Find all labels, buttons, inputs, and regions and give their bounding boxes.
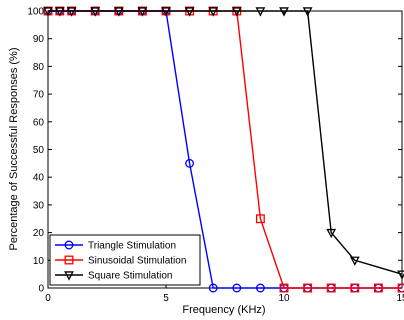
data-point xyxy=(43,7,53,17)
data-point xyxy=(161,7,171,17)
data-point xyxy=(326,228,337,239)
legend-label: Triangle Stimulation xyxy=(88,241,176,252)
x-axis-label: Frequency (KHz) xyxy=(182,304,265,316)
data-point xyxy=(255,7,266,17)
data-point xyxy=(397,283,404,293)
data-point xyxy=(231,7,242,17)
data-point xyxy=(279,283,289,293)
data-point xyxy=(279,7,289,17)
y-tick-label: 50 xyxy=(33,145,45,156)
data-point xyxy=(208,283,218,293)
series-line xyxy=(48,10,403,275)
x-tick-label: 0 xyxy=(45,293,51,304)
x-tick-label: 15 xyxy=(396,293,404,304)
data-point xyxy=(64,271,74,281)
data-point xyxy=(54,7,65,17)
data-point xyxy=(303,283,313,293)
data-point xyxy=(232,283,242,293)
data-point xyxy=(90,7,101,17)
y-tick-label: 70 xyxy=(33,90,45,101)
series-2 xyxy=(43,7,404,280)
data-point xyxy=(66,7,77,17)
x-tick-label: 5 xyxy=(163,293,169,304)
data-point xyxy=(302,7,313,17)
data-point xyxy=(373,283,383,293)
data-point xyxy=(64,240,74,250)
y-tick-label: 30 xyxy=(33,200,45,211)
y-tick-label: 80 xyxy=(33,62,45,73)
y-tick-label: 40 xyxy=(33,173,45,184)
y-tick-label: 90 xyxy=(33,34,45,45)
y-tick-label: 10 xyxy=(33,256,45,267)
data-point xyxy=(137,7,148,17)
axis-ticks: 0 5 10 15 0 10 20 30 40 50 60 70 80 90 100 xyxy=(27,7,404,305)
y-axis-label: Percentage of Successful Responses (%) xyxy=(8,48,20,251)
y-tick-label: 20 xyxy=(33,228,45,239)
y-tick-label: 100 xyxy=(27,7,44,18)
data-point xyxy=(208,7,219,17)
legend: Triangle Stimulation Sinusoidal Stimulati… xyxy=(49,234,201,286)
data-point xyxy=(326,283,336,293)
data-point xyxy=(64,255,74,265)
series-layer xyxy=(43,6,404,293)
data-point xyxy=(350,283,360,293)
y-tick-label: 0 xyxy=(38,284,44,295)
data-point xyxy=(255,283,265,293)
x-tick-label: 10 xyxy=(278,293,290,304)
data-point xyxy=(184,7,195,17)
y-tick-label: 60 xyxy=(33,117,45,128)
data-point xyxy=(349,256,360,266)
legend-label: Sinusoidal Stimulation xyxy=(88,256,186,267)
legend-label: Square Stimulation xyxy=(88,271,173,282)
data-point xyxy=(255,214,265,224)
data-point xyxy=(113,7,124,17)
data-point xyxy=(185,158,195,168)
